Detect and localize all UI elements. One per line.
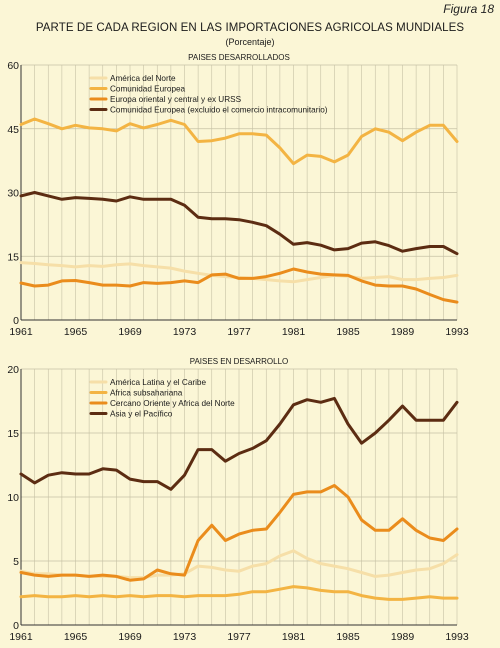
y-tick-label: 10 [7, 492, 19, 504]
series-line-2 [19, 585, 459, 601]
y-tick-label: 0 [13, 315, 19, 327]
figure-label: Figura 18 [443, 2, 494, 16]
legend-item: Comunidad Europea [89, 85, 186, 94]
legend-item: Africa subsahariana [89, 389, 183, 398]
legend-item: Cercano Oriente y Africa del Norte [89, 399, 235, 408]
x-tick-label: 1981 [282, 631, 306, 643]
x-tick-label: 1989 [391, 326, 415, 338]
series-line-3 [19, 484, 459, 582]
y-tick-label: 15 [7, 428, 19, 440]
x-tick-label: 1965 [64, 326, 88, 338]
x-tick-label: 1969 [118, 631, 142, 643]
y-tick-label: 20 [7, 364, 19, 376]
x-tick-label: 1961 [9, 631, 33, 643]
y-tick-label: 5 [13, 556, 19, 568]
legend-label: Asia y el Pacífico [110, 410, 173, 419]
panel-title: PAISES DESARROLLADOS [188, 53, 290, 62]
legend-label: América del Norte [110, 74, 176, 83]
legend-label: Europa oriental y central y ex URSS [110, 95, 242, 104]
x-tick-label: 1977 [227, 326, 251, 338]
x-tick-label: 1989 [391, 631, 415, 643]
legend-item: Asia y el Pacífico [89, 410, 173, 419]
legend-label: Comunidad Europea [110, 85, 186, 94]
x-tick-label: 1969 [118, 326, 142, 338]
x-tick-label: 1973 [173, 326, 197, 338]
legend-item: América del Norte [89, 74, 176, 83]
x-tick-label: 1961 [9, 326, 33, 338]
y-tick-label: 45 [7, 124, 19, 136]
chart-2: PAISES EN DESARROLLO 0 5 10 15 20 1961 1965 1969… [7, 357, 469, 643]
series-line-4 [19, 396, 459, 491]
x-tick-label: 1977 [227, 631, 251, 643]
x-tick-label: 1981 [282, 326, 306, 338]
legend-item: Europa oriental y central y ex URSS [89, 95, 242, 104]
panel-title: PAISES EN DESARROLLO [190, 357, 289, 366]
figure-subtitle: (Porcentaje) [225, 37, 275, 47]
series-line-2 [19, 117, 459, 166]
y-tick-label: 15 [7, 251, 19, 263]
legend-label: América Latina y el Caribe [110, 378, 206, 387]
x-tick-label: 1965 [64, 631, 88, 643]
x-tick-label: 1973 [173, 631, 197, 643]
y-tick-label: 0 [13, 620, 19, 632]
y-tick-label: 60 [7, 60, 19, 72]
y-tick-label: 30 [7, 188, 19, 200]
legend-label: Africa subsahariana [110, 389, 183, 398]
series-line-4 [19, 191, 459, 256]
legend-label: Cercano Oriente y Africa del Norte [110, 399, 235, 408]
x-tick-label: 1993 [445, 326, 469, 338]
legend-item: Comunidad Europea (excluido el comercio … [89, 106, 328, 115]
x-tick-label: 1985 [336, 326, 360, 338]
figure-title: PARTE DE CADA REGION EN LAS IMPORTACIONE… [35, 22, 465, 34]
chart-1: PAISES DESARROLLADOS 0 15 30 45 60 1961 1965 196… [7, 53, 469, 338]
legend-item: América Latina y el Caribe [89, 378, 206, 387]
series-line-3 [19, 267, 459, 304]
legend-label: Comunidad Europea (excluido el comercio … [110, 106, 328, 115]
x-tick-label: 1993 [445, 631, 469, 643]
x-tick-label: 1985 [336, 631, 360, 643]
